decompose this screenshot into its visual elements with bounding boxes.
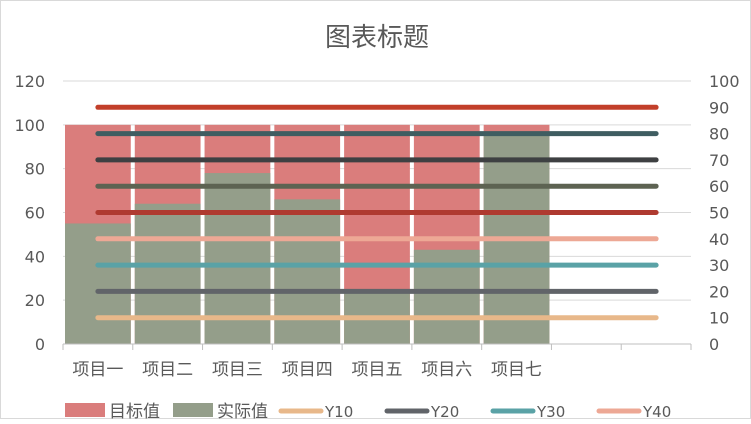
y-right-tick-label: 100 — [709, 72, 740, 91]
y-right-tick-label: 40 — [709, 230, 729, 249]
y-left-tick-label: 100 — [14, 116, 45, 135]
y-left-tick-label: 0 — [35, 335, 45, 354]
y-left-tick-label: 40 — [25, 247, 45, 266]
y-right-tick-label: 10 — [709, 309, 729, 328]
x-tick-label: 项目六 — [421, 360, 472, 380]
y-right-tick-label: 30 — [709, 256, 729, 275]
y-right-tick-label: 20 — [709, 282, 729, 301]
y-right-tick-label: 80 — [709, 125, 729, 144]
axes: 0 20 40 60 80 100 120 0 10 20 30 40 50 60 70 80 90 100 项目一… — [14, 72, 739, 380]
y-right-tick-label: 90 — [709, 98, 729, 117]
legend-label: 实际值 — [217, 402, 268, 420]
y-left-tick-label: 80 — [25, 160, 45, 179]
x-tick-label: 项目五 — [352, 360, 403, 380]
y-left-tick-label: 120 — [14, 72, 45, 91]
reference-lines — [95, 104, 659, 321]
legend-label: Y20 — [430, 403, 459, 420]
actual-bar — [134, 203, 201, 344]
x-tick-label: 项目一 — [72, 360, 123, 380]
actual-bar — [274, 199, 341, 344]
legend-swatch — [65, 403, 105, 417]
legend-swatch — [173, 403, 213, 417]
y-left-tick-label: 60 — [25, 204, 45, 223]
legend-label: Y40 — [642, 403, 671, 420]
x-tick-label: 项目二 — [142, 360, 193, 380]
y-right-tick-label: 50 — [709, 204, 729, 223]
legend-label: 目标值 — [109, 402, 160, 420]
x-tick-label: 项目四 — [282, 360, 333, 380]
legend-label: Y10 — [324, 403, 353, 420]
x-tick-label: 项目七 — [491, 360, 542, 380]
y-left-tick-label: 20 — [25, 291, 45, 310]
y-right-tick-label: 60 — [709, 177, 729, 196]
chart-title: 图表标题 — [325, 23, 429, 53]
y-right-tick-label: 70 — [709, 151, 729, 170]
actual-bar — [65, 223, 131, 344]
legend-label: Y30 — [536, 403, 565, 420]
y-right-tick-label: 0 — [709, 335, 719, 354]
legend: 目标值 实际值 Y10 Y20 Y30 Y40 — [65, 402, 671, 422]
x-tick-label: 项目三 — [212, 360, 263, 380]
